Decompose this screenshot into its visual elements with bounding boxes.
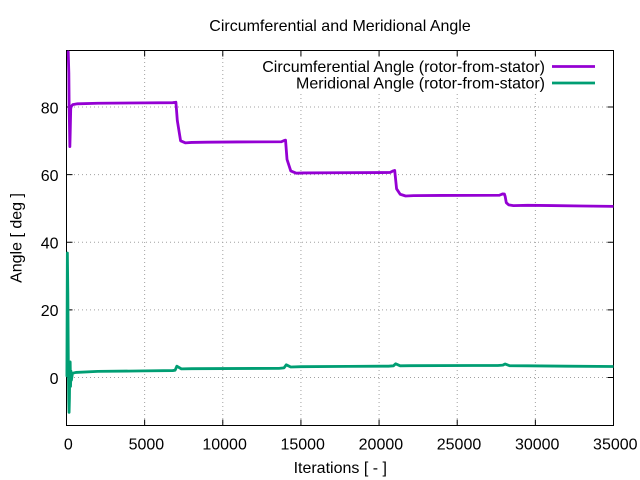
svg-text:40: 40: [41, 236, 59, 253]
svg-text:Meridional Angle (rotor-from-s: Meridional Angle (rotor-from-stator): [296, 76, 545, 93]
svg-text:15000: 15000: [280, 437, 325, 454]
svg-text:25000: 25000: [437, 437, 482, 454]
svg-text:5000: 5000: [129, 437, 165, 454]
svg-text:0: 0: [64, 437, 73, 454]
svg-text:60: 60: [41, 168, 59, 185]
svg-text:20: 20: [41, 303, 59, 320]
svg-text:80: 80: [41, 100, 59, 117]
svg-text:20000: 20000: [359, 437, 404, 454]
svg-text:30000: 30000: [515, 437, 560, 454]
svg-text:10000: 10000: [202, 437, 247, 454]
svg-text:Circumferential and Meridional: Circumferential and Meridional Angle: [209, 18, 471, 35]
svg-text:Angle [ deg ]: Angle [ deg ]: [9, 193, 26, 283]
svg-text:Iterations [ - ]: Iterations [ - ]: [294, 460, 387, 477]
svg-text:Circumferential Angle (rotor-f: Circumferential Angle (rotor-from-stator…: [262, 59, 545, 76]
svg-text:0: 0: [50, 371, 59, 388]
svg-text:35000: 35000: [593, 437, 638, 454]
